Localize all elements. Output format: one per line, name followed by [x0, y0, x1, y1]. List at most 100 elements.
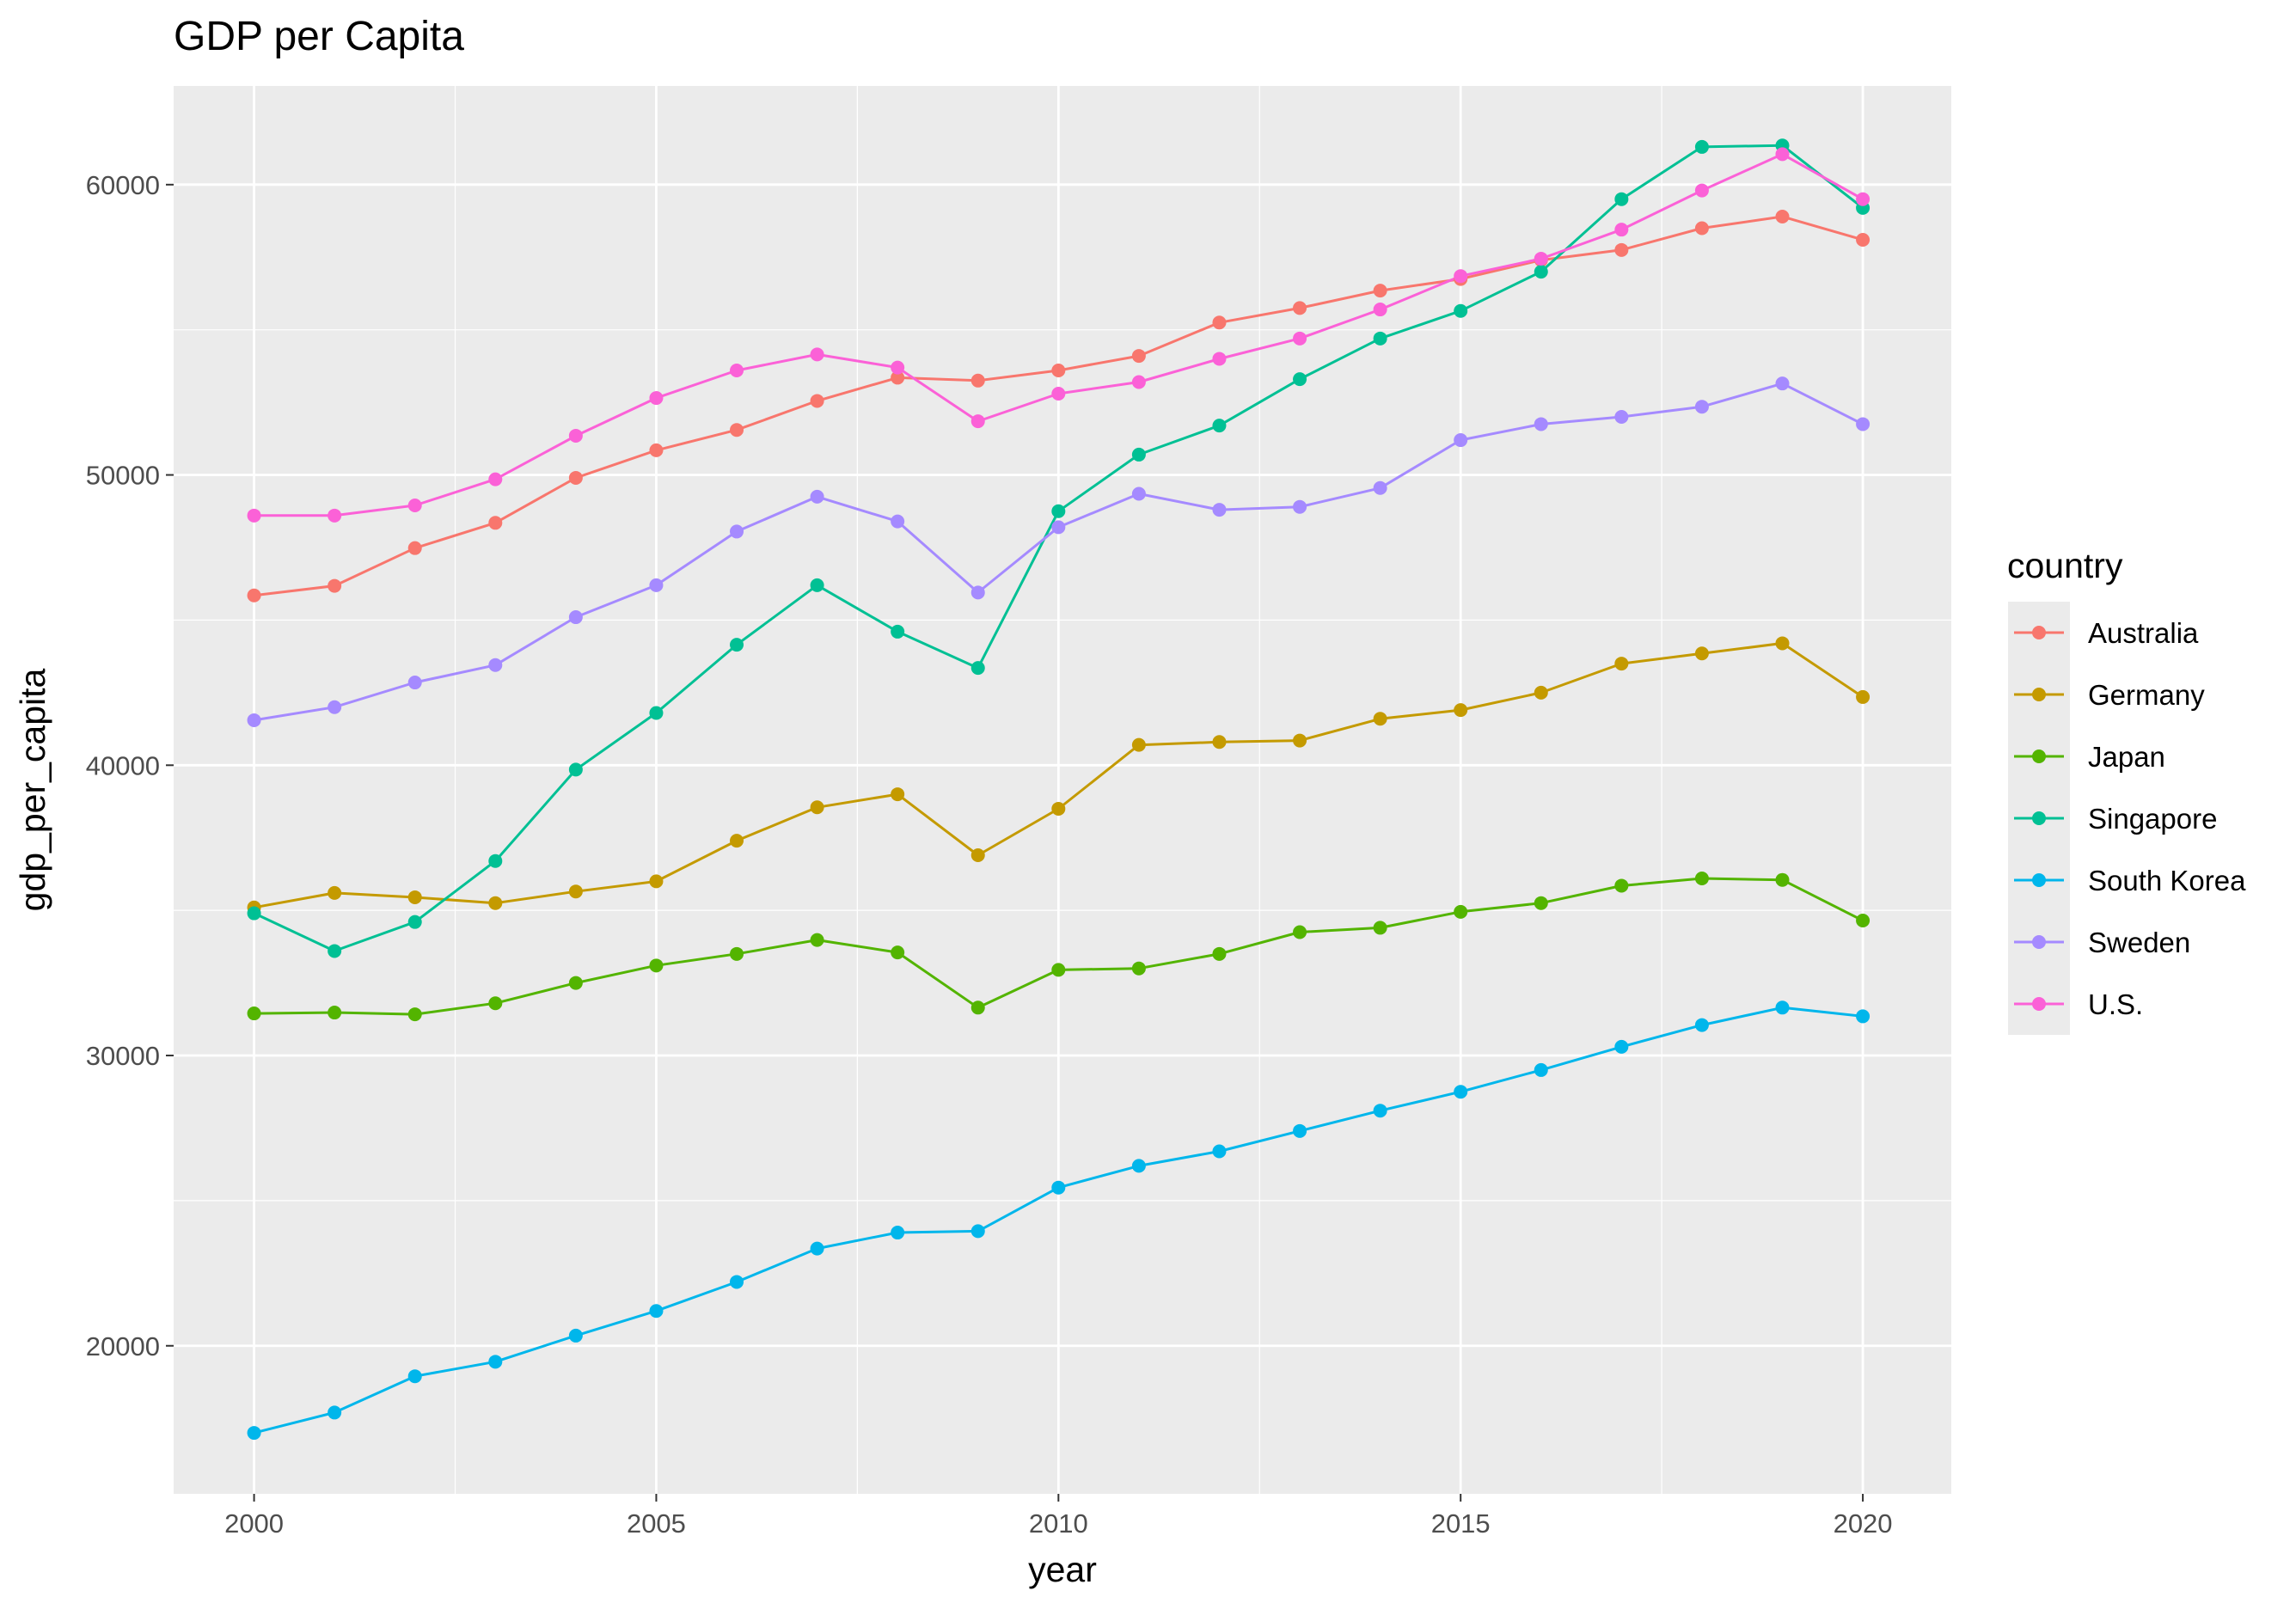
data-point-u-s: [730, 363, 744, 377]
data-point-south-korea: [1614, 1039, 1629, 1054]
data-point-u-s: [1856, 192, 1870, 206]
data-point-singapore: [1614, 192, 1629, 206]
legend-items: Australia Germany Japan Singapore South Kore…: [2008, 602, 2246, 1035]
data-point-singapore: [891, 624, 905, 639]
data-point-south-korea: [1775, 1000, 1790, 1015]
data-point-australia: [891, 370, 905, 385]
data-point-australia: [568, 470, 583, 485]
data-point-singapore: [1293, 372, 1307, 387]
data-point-sweden: [1051, 520, 1066, 535]
data-point-singapore: [1454, 303, 1468, 318]
data-point-south-korea: [1534, 1062, 1548, 1077]
data-point-south-korea: [568, 1328, 583, 1343]
data-point-u-s: [1212, 352, 1227, 366]
data-point-japan: [1694, 872, 1709, 886]
legend-label-germany: Germany: [2088, 679, 2205, 711]
data-point-singapore: [1131, 447, 1146, 462]
data-point-australia: [1856, 232, 1870, 247]
data-point-south-korea: [1051, 1180, 1066, 1195]
data-point-south-korea: [649, 1304, 664, 1318]
data-point-germany: [1775, 636, 1790, 651]
legend-key-point-south-korea: [2032, 873, 2046, 887]
data-point-japan: [1131, 961, 1146, 976]
data-point-u-s: [328, 508, 342, 523]
data-point-sweden: [568, 610, 583, 625]
data-point-sweden: [247, 713, 261, 727]
legend-key-point-japan: [2032, 749, 2046, 763]
data-point-japan: [328, 1006, 342, 1020]
data-point-south-korea: [247, 1426, 261, 1441]
data-point-australia: [488, 516, 503, 530]
data-point-u-s: [1694, 183, 1709, 198]
data-point-u-s: [1454, 269, 1468, 284]
legend-key-point-u-s: [2032, 997, 2046, 1011]
legend-label-south-korea: South Korea: [2088, 865, 2246, 896]
data-point-south-korea: [1454, 1085, 1468, 1099]
data-point-japan: [407, 1007, 422, 1022]
data-point-sweden: [1614, 410, 1629, 425]
data-point-south-korea: [1856, 1009, 1870, 1024]
data-point-south-korea: [407, 1369, 422, 1384]
data-point-japan: [247, 1006, 261, 1021]
data-point-singapore: [649, 706, 664, 720]
data-point-sweden: [1775, 376, 1790, 391]
data-point-japan: [891, 945, 905, 960]
data-point-sweden: [1293, 499, 1307, 514]
data-point-australia: [1212, 315, 1227, 330]
data-point-australia: [810, 394, 824, 408]
data-point-japan: [488, 996, 503, 1011]
chart-title: GDP per Capita: [174, 14, 464, 59]
data-point-australia: [1775, 209, 1790, 223]
data-point-singapore: [1534, 265, 1548, 279]
data-point-u-s: [1051, 386, 1066, 401]
data-point-australia: [1131, 349, 1146, 364]
data-point-sweden: [970, 585, 985, 600]
data-point-sweden: [649, 578, 664, 592]
data-point-singapore: [1694, 139, 1709, 154]
data-point-south-korea: [891, 1226, 905, 1240]
x-axis-title: year: [1028, 1550, 1097, 1589]
data-point-germany: [1293, 733, 1307, 748]
data-point-u-s: [1131, 375, 1146, 389]
data-point-u-s: [649, 391, 664, 406]
data-point-singapore: [568, 762, 583, 777]
legend-key-point-sweden: [2032, 935, 2046, 949]
data-point-south-korea: [1694, 1018, 1709, 1032]
data-point-australia: [407, 541, 422, 555]
data-point-u-s: [810, 347, 824, 362]
data-point-australia: [649, 443, 664, 457]
x-axis-ticks: 2000 2005 2010 2015 2020: [224, 1494, 1893, 1539]
x-tick-label: 2020: [1834, 1508, 1893, 1539]
data-point-japan: [1454, 904, 1468, 919]
data-point-japan: [1856, 913, 1870, 927]
data-point-singapore: [407, 915, 422, 929]
data-point-singapore: [730, 638, 744, 652]
data-point-japan: [970, 1000, 985, 1015]
data-point-sweden: [1694, 400, 1709, 414]
data-point-germany: [407, 890, 422, 904]
legend-key-point-germany: [2032, 688, 2046, 701]
data-point-australia: [1614, 242, 1629, 257]
data-point-japan: [1373, 921, 1387, 935]
data-point-south-korea: [1212, 1144, 1227, 1159]
data-point-sweden: [1373, 480, 1387, 495]
legend: country Australia Germany Japan Singapore So…: [2007, 546, 2246, 1035]
legend-label-singapore: Singapore: [2088, 803, 2217, 835]
minor-gridlines: [174, 86, 1951, 1494]
data-point-u-s: [891, 360, 905, 375]
data-point-sweden: [891, 514, 905, 529]
data-point-germany: [568, 884, 583, 899]
y-axis-title: gdp_per_capita: [13, 668, 52, 911]
x-tick-label: 2010: [1029, 1508, 1088, 1539]
plot-panel: [174, 86, 1951, 1494]
data-point-japan: [1775, 872, 1790, 887]
data-point-japan: [730, 946, 744, 961]
x-tick-label: 2005: [627, 1508, 686, 1539]
data-point-japan: [1293, 925, 1307, 939]
data-point-sweden: [407, 676, 422, 690]
data-point-japan: [1534, 896, 1548, 910]
data-point-germany: [891, 787, 905, 802]
data-point-australia: [1293, 301, 1307, 315]
data-point-sweden: [1131, 486, 1146, 501]
